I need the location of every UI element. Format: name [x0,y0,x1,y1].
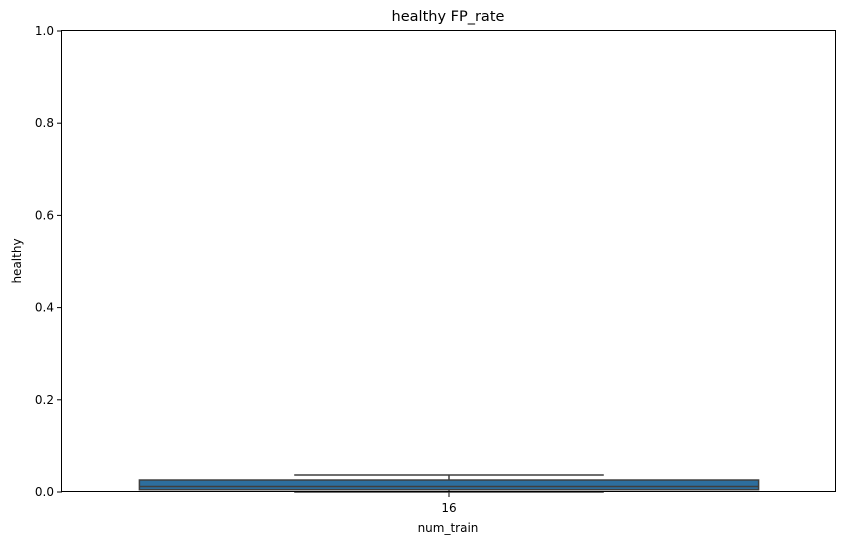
y-axis: 0.0 0.2 0.4 0.6 0.8 1.0 [35,24,62,499]
box-series [138,474,760,493]
x-axis-label: num_train [418,521,479,535]
y-tick-label: 0.2 [35,393,54,407]
plot-frame [61,30,836,492]
y-axis-label: healthy [10,238,24,283]
y-tick-label: 1.0 [35,24,54,38]
x-axis: 16 [441,492,457,515]
y-tick-label: 0.0 [35,485,54,499]
y-tick-label: 0.8 [35,116,54,130]
y-tick-label: 0.6 [35,208,54,222]
box-iqr [138,479,760,491]
x-tick-label: 16 [441,501,456,515]
y-tick-label: 0.4 [35,301,54,315]
chart-title: healthy FP_rate [392,9,505,25]
